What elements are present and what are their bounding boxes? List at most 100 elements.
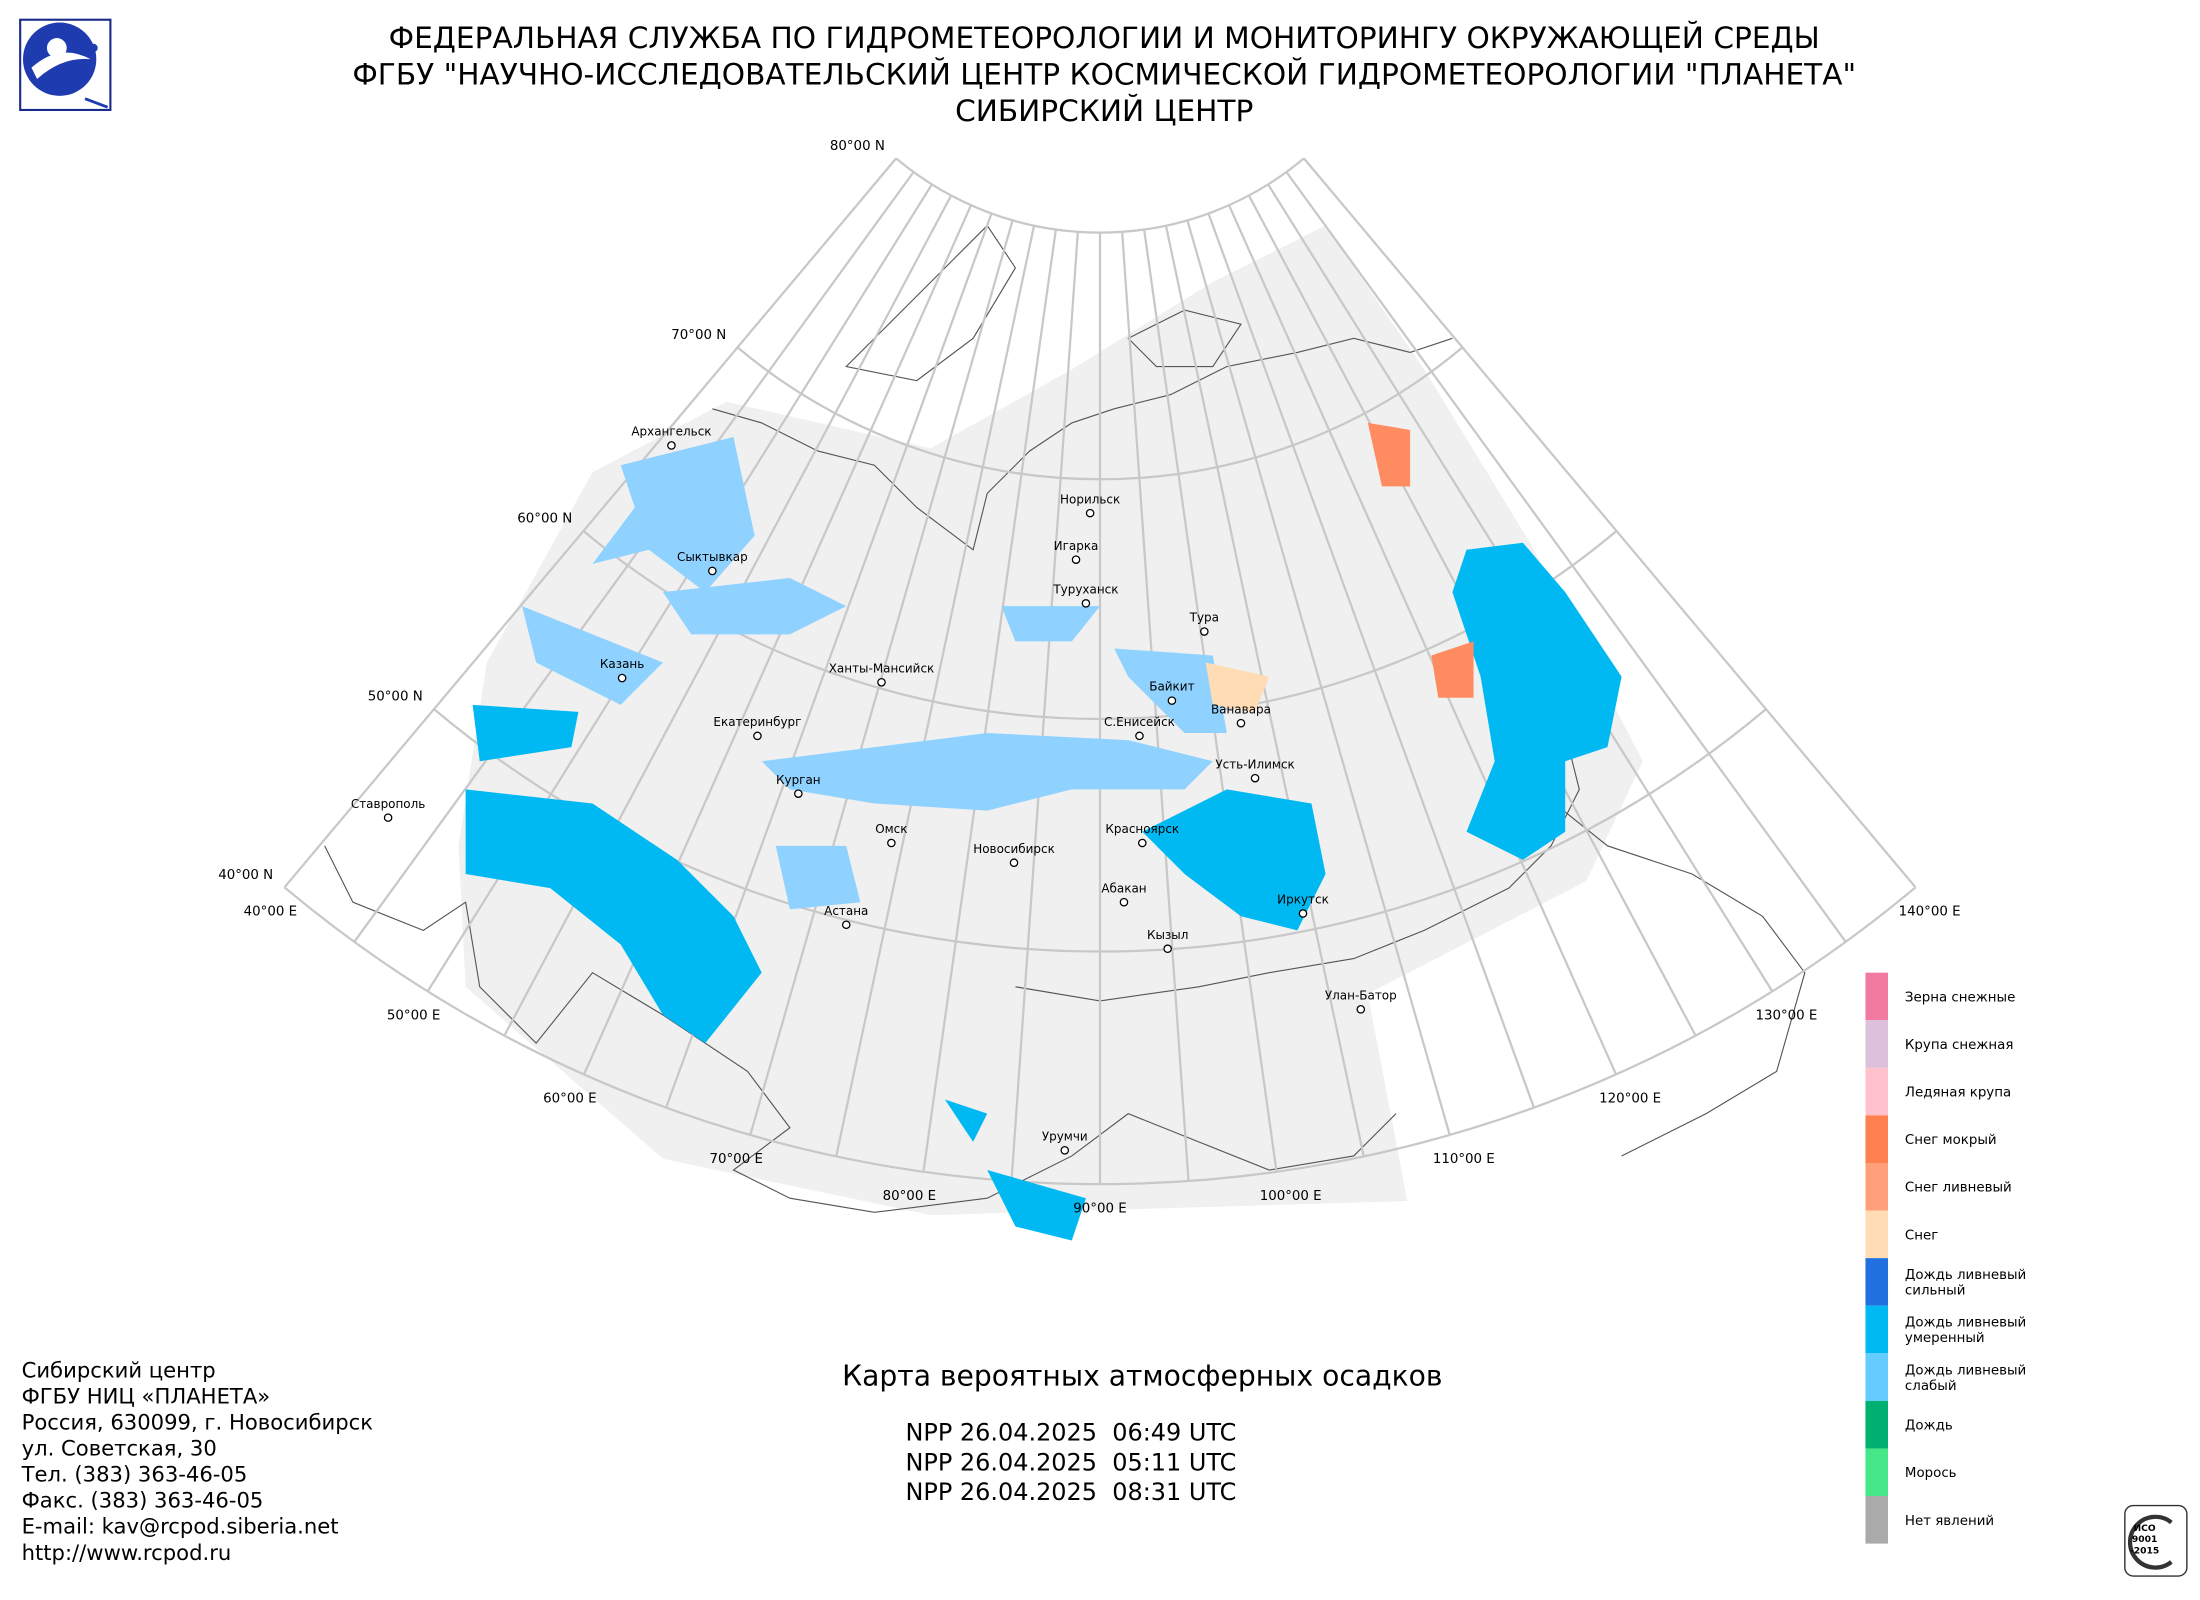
legend-swatch — [1865, 1162, 1889, 1211]
city-marker — [383, 813, 393, 822]
meridian — [1285, 171, 1847, 943]
legend-label: слабый — [1905, 1378, 1957, 1394]
precip-area — [761, 733, 1213, 811]
legend-label: Ледяная крупа — [1905, 1086, 2011, 1101]
lon-label: 50°00 E — [387, 1009, 440, 1024]
precip-area — [1367, 422, 1411, 487]
precip-area — [522, 606, 663, 705]
lat-label: 40°00 N — [218, 868, 273, 883]
city-label: Иркутск — [1277, 893, 1329, 907]
city-marker — [1119, 897, 1129, 907]
meridian — [749, 220, 1014, 1136]
precip-area — [775, 845, 861, 910]
precip-area — [465, 789, 762, 1044]
city-marker — [1167, 696, 1177, 705]
legend-label: Снег мокрый — [1905, 1133, 1997, 1148]
meridian — [835, 225, 1036, 1157]
lon-label: 140°00 E — [1899, 905, 1961, 920]
city-label: Омск — [875, 822, 907, 836]
lon-label: 90°00 E — [1073, 1201, 1126, 1216]
legend-swatch — [1865, 1258, 1889, 1306]
city-label: Тура — [1189, 611, 1219, 625]
precip-area — [1452, 542, 1622, 860]
city-marker — [1081, 599, 1091, 608]
legend-label: умеренный — [1905, 1331, 1985, 1346]
city-marker — [708, 566, 717, 576]
legend-swatch — [1865, 1448, 1889, 1497]
lon-label: 80°00 E — [883, 1189, 936, 1204]
lat-label: 50°00 N — [368, 690, 423, 705]
iso-text: -2015 — [2130, 1545, 2159, 1556]
lat-label: 60°00 N — [517, 511, 572, 526]
precip-area — [1142, 789, 1326, 931]
city-label: Сыктывкар — [677, 550, 748, 564]
city-label: Архангельск — [631, 425, 711, 439]
meridian — [1207, 213, 1535, 1109]
map: 80°00 N 70°00 N 60°00 N 50°00 N 40°00 N 40°00… — [218, 139, 1961, 1241]
city-marker — [1298, 909, 1308, 918]
legend-swatch — [1865, 1353, 1889, 1401]
map-labels: 80°00 N 70°00 N 60°00 N 50°00 N 40°00 N 40°00… — [218, 139, 1960, 1216]
pass-time: NPP 26.04.2025 08:31 UTC — [905, 1478, 1236, 1506]
legend-swatch — [1865, 1305, 1889, 1354]
city-marker — [877, 677, 886, 687]
city-label: Ханты-Мансийск — [829, 661, 935, 675]
city-marker — [1085, 508, 1095, 518]
parallel — [283, 886, 1917, 1186]
city-label: Норильск — [1060, 492, 1120, 506]
footer-line: http://www.rcpod.ru — [22, 1540, 232, 1565]
precipitation — [465, 422, 1622, 1241]
footer-line: ул. Советская, 30 — [22, 1436, 217, 1461]
meridian — [1303, 157, 1917, 889]
meridian — [353, 171, 915, 943]
legend-label: Дождь ливневый — [1905, 1363, 2026, 1378]
legend-label: сильный — [1905, 1284, 1965, 1299]
city-label: Усть-Илимск — [1215, 757, 1294, 771]
lon-label: 40°00 E — [244, 905, 297, 920]
legend-label: Дождь ливневый — [1905, 1268, 2026, 1283]
lon-label: 110°00 E — [1433, 1152, 1495, 1167]
legend-label: Снег ливневый — [1905, 1181, 2012, 1196]
footer-line: Сибирский центр — [22, 1357, 216, 1382]
precip-area — [1205, 662, 1270, 712]
city-label: Новосибирск — [973, 842, 1055, 856]
header-line: ФЕДЕРАЛЬНАЯ СЛУЖБА ПО ГИДРОМЕТЕОРОЛОГИИ … — [389, 20, 1820, 55]
city-label: Казань — [600, 657, 644, 671]
city-label: Екатеринбург — [713, 715, 801, 729]
lat-label: 70°00 N — [671, 328, 726, 343]
legend-label: Дождь — [1905, 1419, 1953, 1434]
city-marker — [841, 920, 851, 930]
logo — [19, 18, 112, 112]
city-marker — [1200, 627, 1209, 636]
city-label: Ставрополь — [351, 797, 426, 811]
header-line: ФГБУ "НАУЧНО-ИССЛЕДОВАТЕЛЬСКИЙ ЦЕНТР КОС… — [352, 57, 1856, 92]
footer-line: Факс. (383) 363-46-05 — [22, 1488, 264, 1513]
city-label: Курган — [776, 773, 821, 787]
city-label: Улан-Батор — [1325, 988, 1397, 1002]
city-marker — [1163, 944, 1172, 954]
city-marker — [1236, 718, 1246, 728]
meridian — [1010, 231, 1079, 1182]
city-label: Игарка — [1054, 539, 1099, 553]
pass-time: NPP 26.04.2025 05:11 UTC — [905, 1448, 1236, 1476]
lon-label: 120°00 E — [1599, 1092, 1661, 1107]
meridian — [922, 229, 1057, 1172]
meridian — [1164, 225, 1365, 1157]
city-marker — [794, 789, 803, 798]
header-line: СИБИРСКИЙ ЦЕНТР — [955, 93, 1253, 128]
lon-label: 70°00 E — [709, 1152, 762, 1167]
legend-swatch — [1865, 1400, 1889, 1449]
parallel — [895, 157, 1305, 234]
precip-area — [662, 577, 847, 635]
city-label: Красноярск — [1105, 822, 1179, 836]
legend-label: Крупа снежная — [1905, 1038, 2013, 1053]
meridian — [1186, 220, 1451, 1136]
city-label: Туруханск — [1052, 582, 1118, 596]
legend-swatch — [1865, 1496, 1889, 1544]
city-label: Ванавара — [1211, 702, 1271, 716]
iso-text: 9001 — [2132, 1534, 2157, 1545]
city-label: Кызыл — [1147, 928, 1188, 942]
city-marker — [1135, 731, 1144, 741]
legend-swatch — [1865, 1067, 1889, 1116]
